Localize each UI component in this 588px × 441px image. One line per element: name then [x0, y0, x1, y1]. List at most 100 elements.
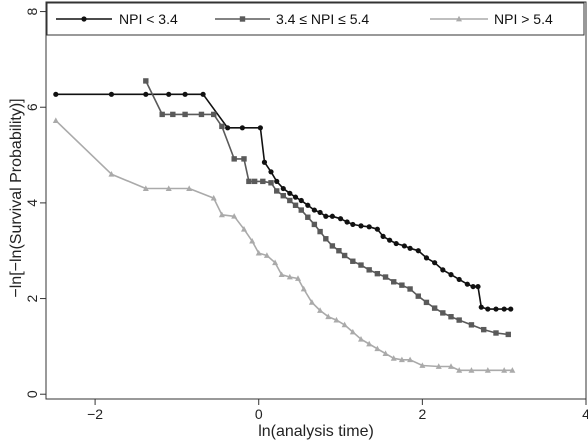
- data-point-npi-mid-37: [448, 314, 454, 320]
- data-point-npi-low-0: [53, 91, 59, 97]
- x-tick-label-2: 2: [418, 406, 426, 422]
- data-point-npi-mid-6: [219, 123, 225, 130]
- legend-box: [46, 2, 585, 36]
- data-point-npi-high-23: [358, 336, 364, 342]
- data-point-npi-mid-17: [298, 207, 304, 213]
- data-point-npi-low-44: [501, 306, 507, 312]
- data-point-npi-high-13: [278, 271, 285, 278]
- y-axis-title: −ln[−ln(Survival Probability)]: [8, 98, 25, 297]
- y-tick-label-2: 4: [24, 199, 40, 207]
- data-point-npi-low-35: [440, 267, 446, 273]
- data-point-npi-mid-1: [159, 111, 165, 118]
- data-point-npi-mid-15: [287, 197, 293, 204]
- data-point-npi-low-22: [344, 219, 350, 225]
- data-point-npi-mid-3: [182, 111, 188, 118]
- data-point-npi-low-42: [485, 306, 491, 312]
- data-point-npi-mid-18: [305, 214, 311, 220]
- data-point-npi-high-33: [456, 367, 463, 373]
- data-point-npi-high-25: [374, 345, 381, 352]
- data-point-npi-mid-11: [260, 178, 266, 185]
- data-point-npi-mid-28: [374, 270, 381, 277]
- data-point-npi-high-3: [165, 185, 172, 191]
- data-point-npi-mid-30: [391, 279, 397, 285]
- data-point-npi-mid-39: [468, 322, 475, 328]
- data-point-npi-low-9: [261, 159, 268, 165]
- data-point-npi-high-35: [484, 367, 491, 373]
- data-point-npi-mid-4: [198, 111, 205, 118]
- data-point-npi-mid-5: [211, 111, 217, 118]
- data-point-npi-high-15: [295, 275, 301, 281]
- data-point-npi-mid-31: [399, 282, 405, 288]
- data-point-npi-high-9: [249, 237, 256, 244]
- data-point-npi-low-10: [268, 169, 274, 175]
- data-point-npi-low-29: [393, 240, 399, 247]
- data-point-npi-low-38: [464, 281, 470, 287]
- y-tick-label-3: 6: [24, 103, 40, 111]
- data-point-npi-low-4: [182, 91, 188, 97]
- data-point-npi-low-24: [358, 223, 364, 229]
- data-point-npi-low-40: [475, 283, 481, 290]
- data-point-npi-low-18: [317, 209, 323, 216]
- data-point-npi-high-8: [241, 225, 247, 232]
- data-point-npi-high-19: [325, 313, 332, 320]
- legend-symbol-npi-low: [56, 16, 112, 22]
- data-point-npi-low-3: [166, 91, 172, 97]
- data-point-npi-low-11: [274, 178, 280, 184]
- data-point-npi-low-12: [280, 185, 286, 192]
- data-point-npi-low-14: [292, 194, 299, 200]
- data-point-npi-low-36: [448, 272, 454, 278]
- axes: −2 0 2 4 0 2 4 6 8: [24, 7, 588, 422]
- data-point-npi-mid-21: [323, 236, 329, 242]
- data-point-npi-high-36: [501, 367, 508, 373]
- data-point-npi-low-37: [456, 276, 462, 283]
- y-tick-label-4: 8: [24, 7, 40, 15]
- x-tick-label-1: 0: [255, 406, 263, 422]
- x-axis-title: ln(analysis time): [258, 423, 374, 440]
- data-point-npi-low-2: [143, 91, 149, 97]
- data-point-npi-low-28: [387, 237, 393, 243]
- data-point-npi-high-6: [218, 211, 225, 218]
- series-line-npi-low: [55, 93, 511, 310]
- data-point-npi-mid-29: [382, 274, 389, 280]
- data-point-npi-high-11: [263, 252, 270, 258]
- data-point-npi-mid-33: [415, 293, 421, 299]
- data-point-npi-high-0: [52, 117, 59, 124]
- data-point-npi-mid-34: [423, 299, 430, 306]
- data-point-npi-low-16: [305, 202, 311, 208]
- data-point-npi-high-12: [272, 259, 279, 266]
- data-point-npi-mid-24: [341, 252, 348, 259]
- data-point-npi-low-43: [493, 306, 499, 312]
- legend-label-npi-mid: 3.4 ≤ NPI ≤ 5.4: [276, 11, 369, 27]
- x-tick-label-3: 4: [582, 406, 588, 422]
- data-point-npi-low-23: [350, 221, 356, 228]
- data-point-npi-high-31: [435, 363, 442, 369]
- data-point-npi-high-20: [333, 316, 340, 323]
- legend-symbol-npi-high: [430, 15, 488, 22]
- data-point-npi-low-34: [432, 260, 438, 266]
- legend-symbol-npi-mid: [215, 16, 270, 22]
- data-point-npi-mid-19: [311, 221, 318, 228]
- data-point-npi-high-1: [108, 170, 115, 177]
- data-point-npi-high-7: [231, 213, 238, 219]
- data-point-npi-high-18: [317, 307, 324, 313]
- data-point-npi-high-10: [255, 249, 262, 256]
- data-point-npi-low-5: [200, 91, 206, 97]
- data-point-npi-mid-16: [292, 202, 299, 208]
- data-point-npi-mid-12: [268, 180, 274, 186]
- data-point-npi-mid-0: [143, 78, 149, 84]
- data-point-npi-mid-7: [231, 156, 237, 162]
- data-point-npi-low-27: [380, 233, 386, 239]
- data-point-npi-low-32: [415, 248, 421, 254]
- data-point-npi-high-16: [300, 285, 307, 292]
- data-point-npi-low-21: [337, 216, 344, 222]
- data-point-npi-high-34: [468, 367, 475, 373]
- data-point-npi-low-30: [401, 243, 407, 249]
- data-point-npi-high-26: [382, 350, 389, 356]
- data-point-npi-high-21: [341, 321, 348, 328]
- data-point-npi-high-4: [186, 185, 193, 191]
- data-point-npi-mid-36: [440, 310, 446, 316]
- plot-marks: [52, 78, 516, 373]
- series-line-npi-high: [55, 120, 513, 372]
- data-point-npi-low-1: [108, 91, 115, 97]
- data-point-npi-low-41: [478, 304, 484, 310]
